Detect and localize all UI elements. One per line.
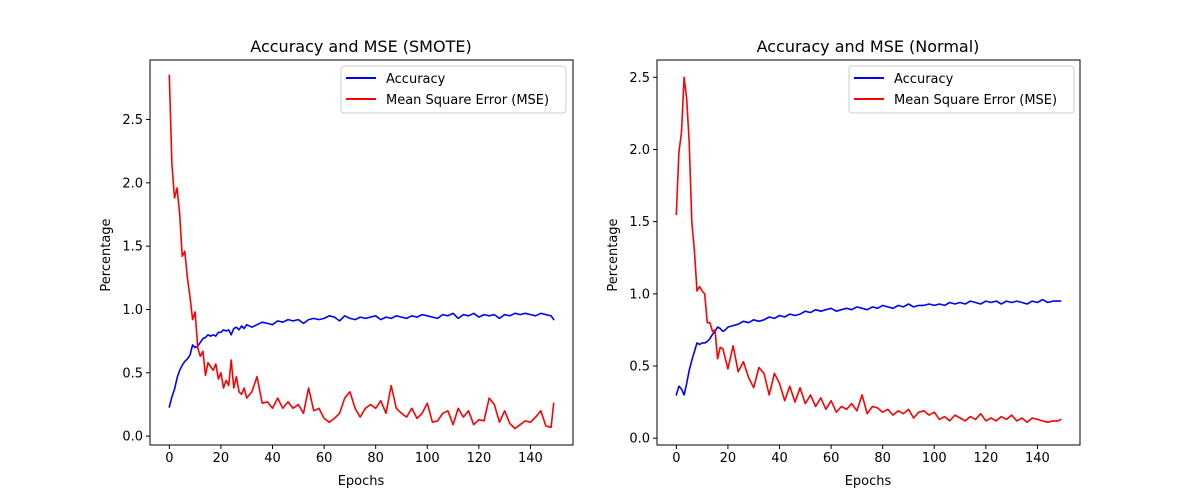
plot-area: 0 20 40 60 80 100 120 140 0.0 0.5 1.0 1.5 2.0 2.5 bbox=[629, 59, 1081, 466]
series-layer bbox=[168, 74, 555, 430]
x-tick-label: 60 bbox=[823, 451, 840, 466]
series-line-accuracy bbox=[675, 298, 1062, 396]
x-axis-label: Epochs bbox=[845, 474, 892, 489]
x-tick-label: 120 bbox=[466, 451, 491, 466]
chart-normal: Accuracy and MSE (Normal) Epochs Percent… bbox=[606, 37, 1081, 489]
legend-box bbox=[340, 65, 567, 114]
y-axis-label: Percentage bbox=[606, 218, 621, 291]
legend: Accuracy Mean Square Error (MSE) bbox=[340, 65, 567, 114]
x-tick-label: 40 bbox=[771, 451, 788, 466]
legend-label-accuracy: Accuracy bbox=[386, 72, 446, 87]
y-tick-label: 0.0 bbox=[629, 432, 650, 447]
legend-label-mse: Mean Square Error (MSE) bbox=[894, 93, 1057, 108]
y-tick-label: 0.5 bbox=[629, 360, 650, 375]
y-tick-label: 0.5 bbox=[122, 366, 143, 381]
x-ticks: 0 20 40 60 80 100 120 140 bbox=[165, 445, 543, 466]
y-ticks: 0.0 0.5 1.0 1.5 2.0 2.5 bbox=[122, 113, 150, 445]
y-tick-label: 1.5 bbox=[122, 240, 143, 255]
x-tick-label: 120 bbox=[973, 451, 998, 466]
y-tick-label: 1.0 bbox=[629, 287, 650, 302]
x-tick-label: 0 bbox=[165, 451, 173, 466]
x-tick-label: 20 bbox=[720, 451, 737, 466]
x-tick-label: 100 bbox=[415, 451, 440, 466]
series-line-accuracy bbox=[168, 312, 555, 408]
y-tick-label: 0.0 bbox=[122, 430, 143, 445]
y-tick-label: 2.0 bbox=[122, 176, 143, 191]
legend: Accuracy Mean Square Error (MSE) bbox=[848, 65, 1075, 114]
series-line-mean-square-error-mse bbox=[168, 74, 555, 430]
x-tick-label: 20 bbox=[213, 451, 230, 466]
y-ticks: 0.0 0.5 1.0 1.5 2.0 2.5 bbox=[629, 71, 657, 447]
series-line-mean-square-error-mse bbox=[675, 76, 1062, 424]
axes-frame bbox=[149, 59, 574, 446]
x-tick-label: 40 bbox=[264, 451, 281, 466]
legend-label-mse: Mean Square Error (MSE) bbox=[386, 93, 549, 108]
x-tick-label: 100 bbox=[922, 451, 947, 466]
x-tick-label: 0 bbox=[672, 451, 680, 466]
x-tick-label: 140 bbox=[518, 451, 543, 466]
legend-label-accuracy: Accuracy bbox=[894, 72, 954, 87]
chart-title: Accuracy and MSE (Normal) bbox=[757, 37, 980, 56]
x-axis-label: Epochs bbox=[338, 474, 385, 489]
y-tick-label: 2.5 bbox=[122, 113, 143, 128]
series-layer bbox=[675, 76, 1062, 424]
x-tick-label: 80 bbox=[367, 451, 384, 466]
y-tick-label: 1.0 bbox=[122, 303, 143, 318]
y-axis-label: Percentage bbox=[99, 218, 114, 291]
y-tick-label: 1.5 bbox=[629, 215, 650, 230]
x-tick-label: 140 bbox=[1025, 451, 1050, 466]
x-tick-label: 60 bbox=[316, 451, 333, 466]
chart-smote: Accuracy and MSE (SMOTE) Epochs Percenta… bbox=[99, 37, 574, 489]
y-tick-label: 2.5 bbox=[629, 71, 650, 86]
chart-title: Accuracy and MSE (SMOTE) bbox=[250, 37, 471, 56]
plot-area: 0 20 40 60 80 100 120 140 0.0 0.5 1.0 1.5 2.0 2.5 bbox=[122, 59, 574, 466]
x-ticks: 0 20 40 60 80 100 120 140 bbox=[672, 445, 1050, 466]
legend-box bbox=[848, 65, 1075, 114]
y-tick-label: 2.0 bbox=[629, 143, 650, 158]
axes-frame bbox=[656, 59, 1081, 446]
x-tick-label: 80 bbox=[874, 451, 891, 466]
